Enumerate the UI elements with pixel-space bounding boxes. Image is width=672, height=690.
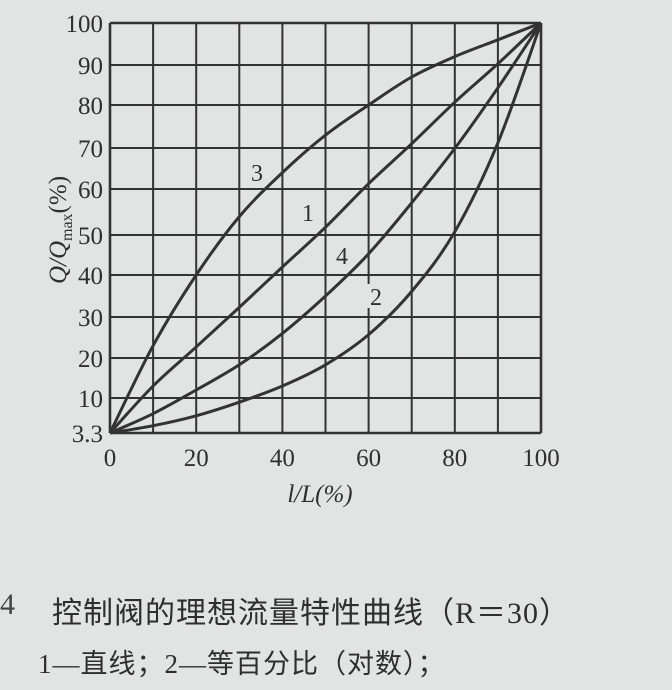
y-tick-label: 10 (78, 386, 103, 413)
curve-4 (109, 22, 543, 435)
y-axis-label: Q/Qmax(%) (45, 176, 76, 284)
x-tick-label: 0 (104, 445, 117, 472)
curve-labels: 1 2 3 4 (248, 160, 385, 311)
x-tick-label: 40 (270, 445, 295, 472)
y-tick-label: 50 (78, 223, 103, 250)
x-tick-label: 60 (356, 445, 381, 472)
curve-label-1: 1 (302, 201, 314, 227)
y-tick-label: 60 (78, 177, 103, 204)
curves (108, 21, 543, 435)
curve-label-background (248, 160, 266, 184)
curve-label-background (333, 243, 351, 267)
figure-legend-line: 1—直线；2—等百分比（对数）； (38, 649, 446, 679)
curve-label-background (367, 284, 385, 308)
y-tick-label: 20 (78, 346, 103, 373)
grid (108, 21, 543, 435)
curve-1 (108, 21, 543, 435)
x-tick-label: 100 (522, 445, 560, 472)
y-tick-label: 100 (66, 11, 104, 38)
curve-label-3: 3 (251, 161, 263, 187)
y-tick-label: 90 (78, 53, 103, 80)
x-tick-label: 80 (442, 445, 467, 472)
y-tick-label: 30 (78, 305, 103, 332)
figure-number-fragment: 4 (0, 588, 15, 621)
curve-label-4: 4 (336, 244, 348, 270)
curve-label-2: 2 (370, 285, 382, 311)
x-axis-label: l/L(%) (287, 481, 352, 508)
y-tick-label: 70 (78, 136, 103, 163)
y-tick-labels: 3.3 10 20 30 40 50 60 70 80 90 100 (66, 11, 104, 448)
curve-3 (108, 21, 542, 434)
y-tick-label: 80 (78, 93, 103, 120)
curve-label-background (299, 200, 317, 224)
y-tick-label: 40 (78, 263, 103, 290)
x-tick-label: 20 (184, 445, 209, 472)
curve-2 (109, 22, 543, 435)
x-tick-labels: 0 20 40 60 80 100 (104, 445, 560, 472)
figure-caption: 控制阀的理想流量特性曲线（R＝30） (52, 597, 571, 630)
y-tick-label: 3.3 (72, 421, 103, 448)
